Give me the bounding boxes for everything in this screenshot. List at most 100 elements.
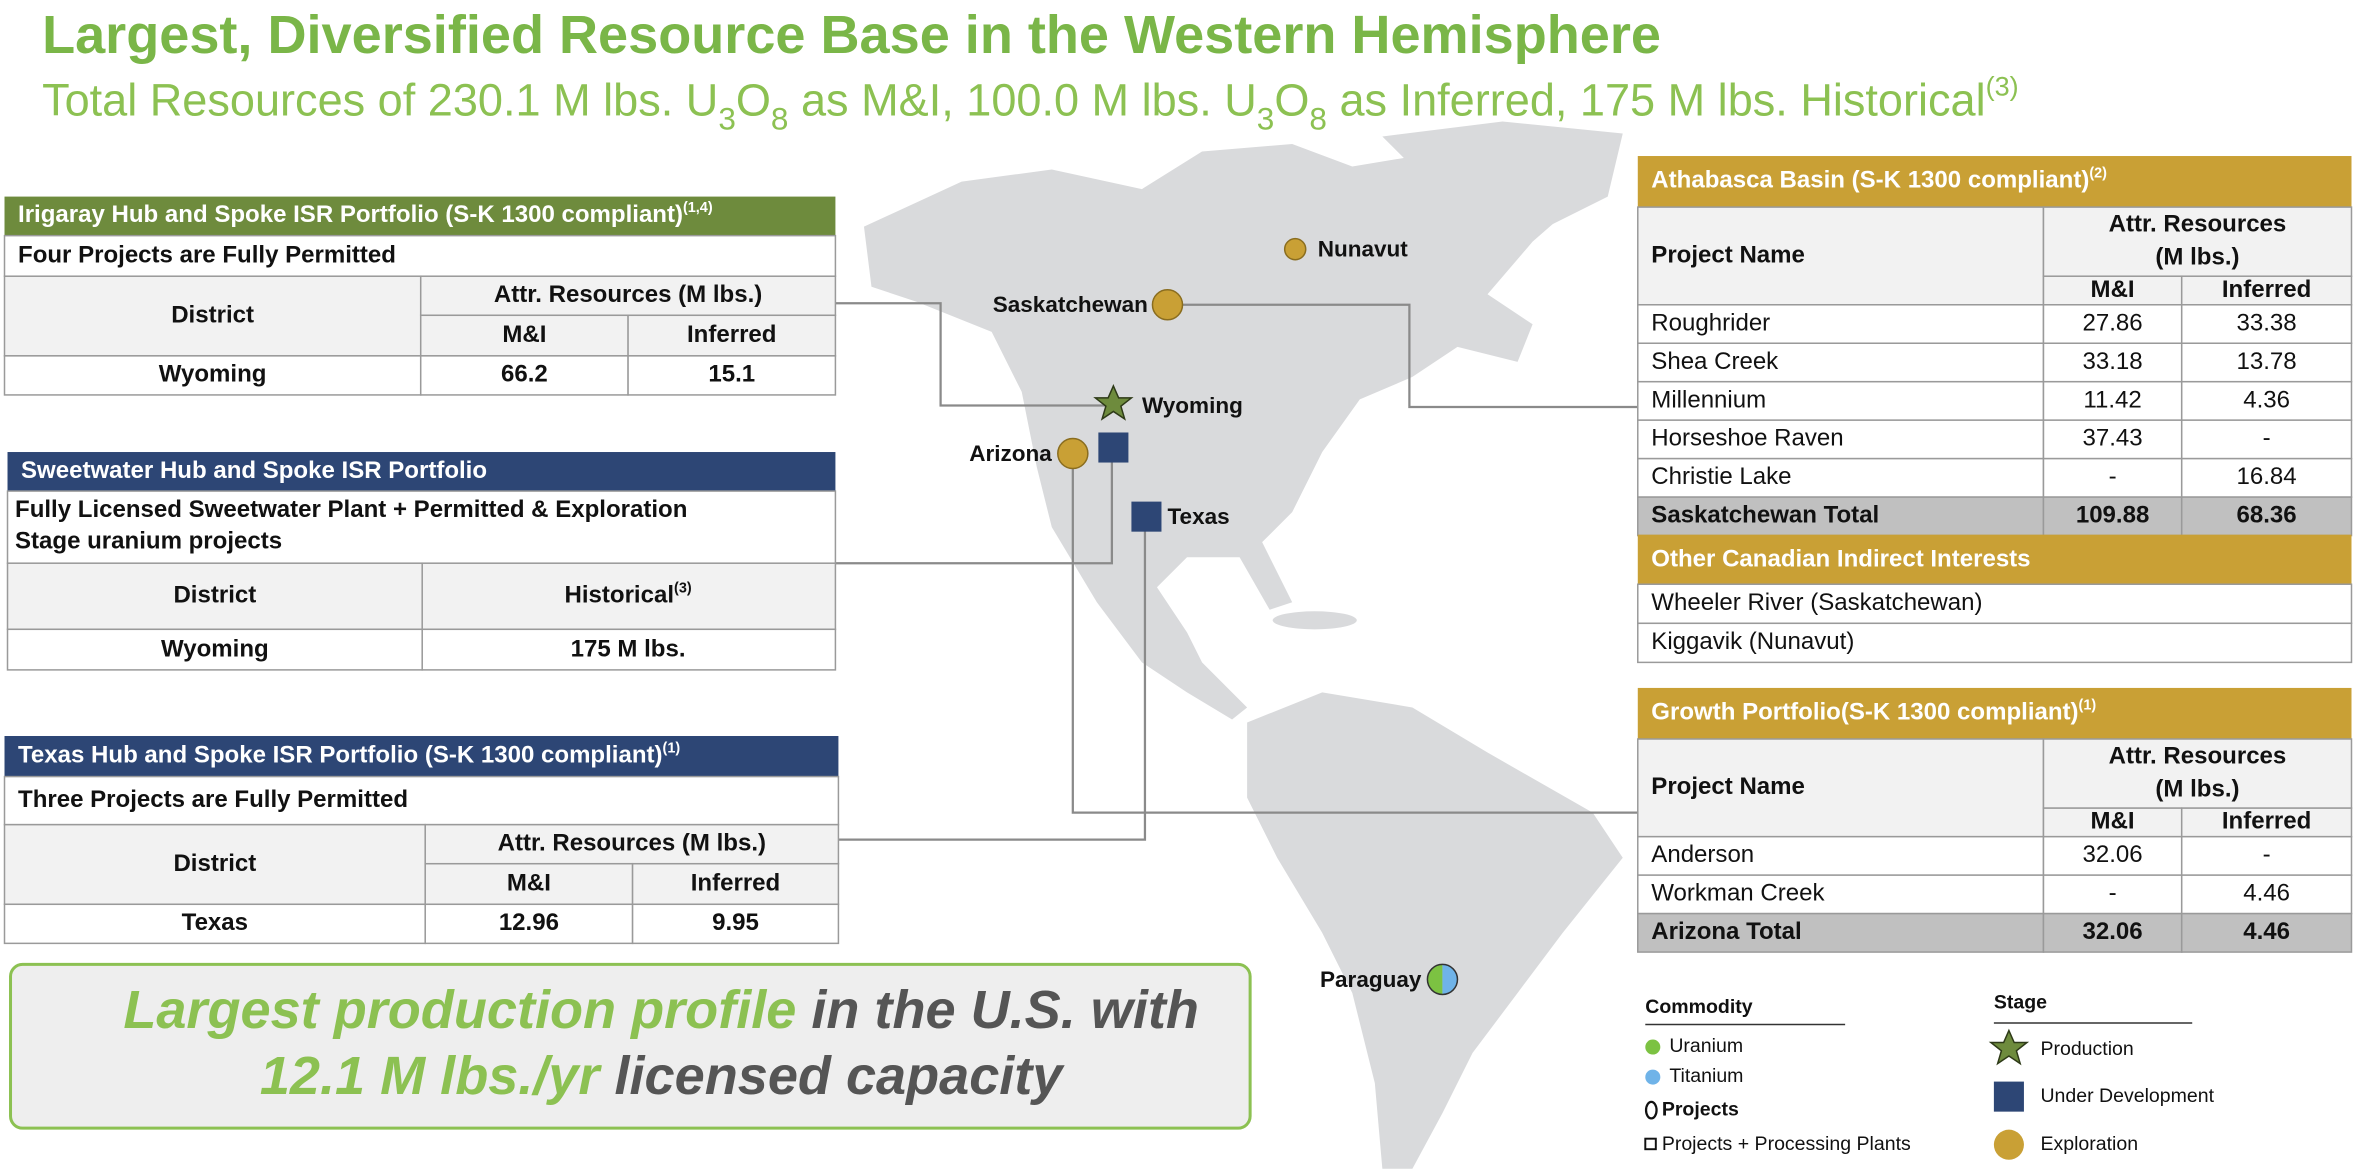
cell-text: -	[2109, 463, 2117, 490]
cell-text: District	[173, 850, 256, 877]
connectors	[835, 302, 1638, 841]
cell-text: District	[171, 301, 254, 328]
marker-exploration	[1283, 237, 1307, 261]
cell-text: 109.88	[2076, 502, 2150, 529]
table-cell	[3, 775, 840, 826]
cell-text: 11.42	[2083, 386, 2141, 413]
subtitle-part: 8	[771, 101, 789, 137]
cell-text: 68.36	[2237, 502, 2297, 529]
table-cell	[2042, 304, 2183, 344]
cell-text: 66.2	[501, 361, 548, 388]
subtitle-part: as Inferred, 175 M lbs. Historical	[1327, 74, 1986, 125]
cell-text: Kiggavik (Nunavut)	[1651, 628, 1854, 655]
table-header	[7, 452, 836, 492]
legend-item: Uranium	[1669, 1035, 1743, 1057]
table-cell	[1637, 457, 2045, 498]
table-cell	[3, 234, 837, 277]
cell-text: Project Name	[1651, 241, 1805, 268]
cell-text: M&I	[2091, 276, 2135, 303]
table-cell	[424, 903, 634, 945]
table-cell	[2042, 874, 2183, 915]
callout-box	[9, 962, 1252, 1130]
cell-text: M&I	[2091, 808, 2135, 835]
table-title-part: (2)	[2089, 165, 2107, 181]
column-header: Historical(3)	[565, 580, 692, 609]
callout-text: 12.1 M lbs./yr licensed capacity	[260, 1046, 1065, 1106]
cell-text: -	[2263, 841, 2271, 868]
map-label: Texas	[1167, 504, 1229, 529]
table-cell	[424, 823, 840, 865]
cell-text: Millennium	[1651, 386, 1766, 413]
table-cell	[3, 903, 426, 945]
cell-text: Fully Licensed Sweetwater Plant + Permit…	[15, 496, 687, 523]
table-cell	[1637, 496, 2045, 537]
table-title-part: Texas Hub and Spoke ISR Portfolio (S-K 1…	[18, 742, 663, 769]
table-cell	[2180, 835, 2353, 876]
cell-text: 4.46	[2243, 880, 2290, 907]
legend-plants	[1644, 1137, 1657, 1151]
cell-text: Shea Creek	[1651, 348, 1779, 375]
marker-exploration	[1057, 437, 1089, 470]
marker-exploration	[1151, 288, 1184, 321]
caribbean	[1272, 611, 1357, 630]
marker-titanium-half	[1442, 964, 1458, 995]
subtitle-part: as M&I, 100.0 M lbs. U	[788, 74, 1256, 125]
map-label: Arizona	[969, 441, 1052, 466]
table-cell	[1637, 622, 2353, 664]
cell-text: Inferred	[2222, 808, 2311, 835]
cell-text: Stage uranium projects	[15, 528, 282, 555]
table-title-part: Athabasca Basin (S-K 1300 compliant)	[1651, 167, 2089, 194]
cell-text: M&I	[502, 321, 546, 348]
table-cell	[627, 314, 837, 357]
cell-text: 4.46	[2243, 918, 2290, 945]
cell-text: Inferred	[2222, 276, 2311, 303]
legend-projects	[1644, 1100, 1658, 1120]
marker-development	[1131, 501, 1162, 532]
table-cell	[627, 355, 837, 396]
legend-uranium	[1645, 1039, 1661, 1055]
table-cell	[1637, 583, 2353, 625]
cell-text: Wyoming	[161, 636, 269, 663]
table-cell	[1637, 874, 2045, 915]
table-title-part: Irigaray Hub and Spoke ISR Portfolio (S-…	[18, 201, 683, 228]
table-title: Sweetwater Hub and Spoke ISR Portfolio	[21, 457, 487, 484]
table-cell	[424, 862, 634, 906]
table-cell	[2180, 807, 2353, 838]
title: Largest, Diversified Resource Base in th…	[42, 5, 1661, 65]
marker-uranium-half	[1427, 964, 1443, 995]
subtitle-part: Total Resources of 230.1 M lbs. U	[42, 74, 718, 125]
table-title-part: (1)	[2079, 697, 2097, 713]
callout-text: Largest production profile in the U.S. w…	[123, 980, 1199, 1040]
cell-text: 33.18	[2083, 348, 2143, 375]
cell-text: Wheeler River (Saskatchewan)	[1651, 589, 1982, 616]
cell-text: 12.96	[499, 909, 559, 936]
marker-development	[1098, 432, 1129, 463]
cell-text: 13.78	[2237, 348, 2297, 375]
subtitle-part: 3	[1257, 101, 1275, 137]
table-cell	[1637, 738, 2045, 838]
cell-text: (M lbs.)	[2155, 244, 2239, 271]
table-cell	[1637, 835, 2045, 876]
cell-text: Attr. Resources	[2109, 742, 2287, 769]
cell-text: Roughrider	[1651, 309, 1770, 336]
cell-text: 15.1	[708, 361, 755, 388]
table-cell	[2042, 807, 2183, 838]
cell-text: 33.38	[2237, 309, 2297, 336]
south-america	[1247, 692, 1623, 1169]
callout-text-part: licensed capacity	[599, 1046, 1065, 1106]
table-cell	[2042, 275, 2183, 306]
map-label: Saskatchewan	[993, 292, 1148, 317]
table-cell	[2042, 912, 2183, 953]
connector	[835, 302, 1112, 407]
subtitle-part: 3	[718, 101, 736, 137]
table-cell	[2180, 874, 2353, 915]
north-america	[863, 144, 1593, 720]
greenland	[1382, 121, 1623, 227]
subtitle-part: O	[736, 74, 771, 125]
table-title: Other Canadian Indirect Interests	[1651, 546, 2030, 573]
table-header	[1637, 687, 2352, 740]
cell-text: Four Projects are Fully Permitted	[18, 241, 396, 268]
cell-text: Anderson	[1651, 841, 1754, 868]
marker-outline	[1426, 963, 1459, 996]
table-title: Growth Portfolio(S-K 1300 compliant)(1)	[1651, 697, 2096, 726]
